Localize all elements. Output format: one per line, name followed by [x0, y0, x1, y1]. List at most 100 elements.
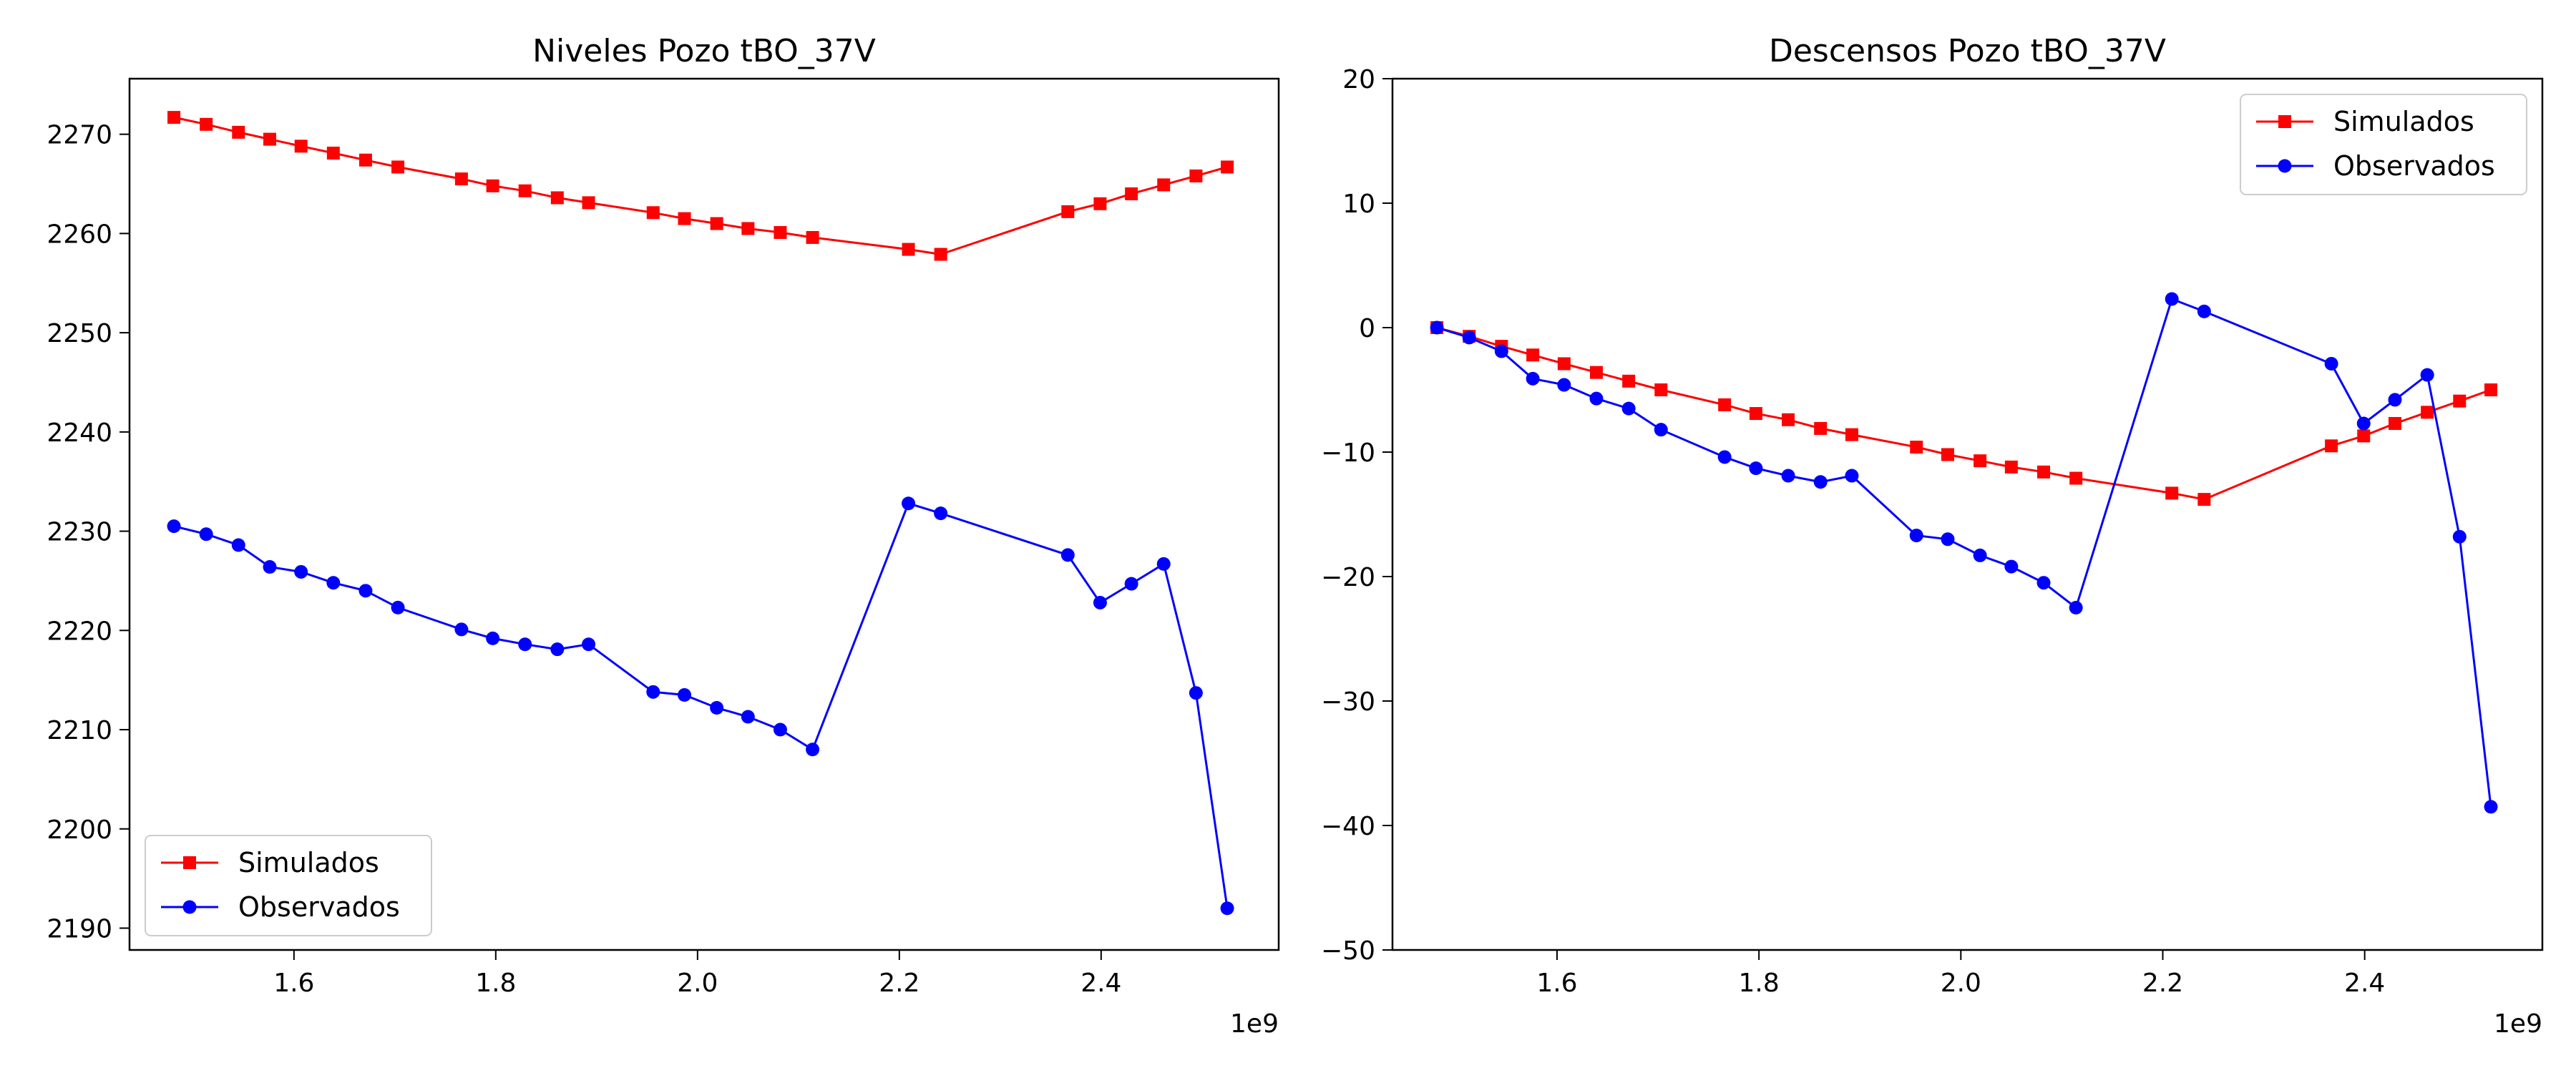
data-point	[486, 179, 499, 192]
data-point	[1221, 160, 1234, 174]
data-point	[806, 230, 819, 244]
y-tick-label: 2270	[47, 121, 112, 150]
data-point	[2389, 416, 2402, 430]
x-tick-label: 1.6	[1536, 969, 1577, 998]
data-point	[2325, 439, 2338, 453]
data-point	[1494, 344, 1508, 358]
y-tick-label: 0	[1359, 314, 1375, 343]
y-tick-label: 2230	[47, 518, 112, 547]
data-point	[2484, 800, 2498, 814]
data-point	[358, 584, 373, 598]
data-point	[1622, 374, 1636, 388]
data-point	[454, 172, 468, 186]
y-tick-label: −20	[1321, 563, 1375, 592]
legend-box	[2240, 94, 2527, 195]
y-tick-label: 2190	[47, 914, 112, 944]
x-tick-label: 2.2	[2142, 969, 2183, 998]
y-tick-label: 2250	[47, 319, 112, 348]
data-point	[806, 743, 820, 757]
data-point	[1845, 469, 1859, 483]
data-point	[2004, 559, 2019, 574]
legend-label: Observados	[238, 891, 400, 923]
data-point	[2036, 576, 2051, 590]
legend-item-simulados: Simulados	[161, 847, 379, 878]
data-point	[1910, 441, 1923, 454]
data-point	[1093, 197, 1107, 210]
data-point	[391, 160, 405, 174]
data-point	[2165, 486, 2179, 500]
y-tick-label: −50	[1321, 936, 1375, 966]
series-observados	[1430, 292, 2498, 814]
data-point	[902, 242, 915, 256]
x-offset-label: 1e9	[2494, 1009, 2542, 1039]
x-tick-label: 2.0	[1941, 969, 1981, 998]
data-point	[199, 527, 213, 542]
y-tick-label: 2210	[47, 716, 112, 745]
data-point	[1781, 469, 1795, 483]
legend-box	[145, 835, 432, 936]
y-tick-label: −40	[1321, 812, 1375, 841]
data-point	[774, 226, 787, 240]
y-tick-label: −30	[1321, 687, 1375, 717]
data-point	[200, 117, 213, 131]
data-point	[263, 132, 276, 146]
data-point	[1589, 366, 1603, 379]
data-point	[1557, 378, 1571, 392]
data-point	[1749, 461, 1763, 476]
y-tick-label: 20	[1342, 65, 1375, 94]
y-tick-label: 2220	[47, 617, 112, 646]
data-point	[2453, 394, 2467, 408]
data-point	[1557, 357, 1571, 371]
data-point	[1973, 548, 1987, 562]
data-point	[2037, 465, 2051, 479]
data-point	[1813, 475, 1828, 489]
legend-marker	[182, 900, 197, 914]
axes-frame	[128, 77, 1280, 951]
data-point	[934, 506, 948, 521]
data-point	[1814, 421, 1828, 435]
legend-item-observados: Observados	[2256, 150, 2495, 182]
data-point	[454, 622, 469, 637]
data-point	[646, 206, 660, 220]
data-point	[710, 701, 724, 715]
y-tick-label: −10	[1321, 438, 1375, 468]
data-point	[902, 496, 916, 511]
data-point	[1717, 450, 1732, 464]
data-point	[231, 538, 245, 552]
data-point	[1526, 348, 1540, 362]
data-point	[934, 248, 947, 261]
x-tick-label: 2.0	[677, 969, 718, 998]
data-point	[1189, 169, 1203, 182]
data-point	[1845, 428, 1858, 441]
data-point	[1220, 901, 1234, 916]
legend: Simulados Observados	[145, 835, 432, 936]
x-tick-label: 1.6	[273, 969, 314, 998]
data-point	[2069, 601, 2083, 614]
axes-frame	[1391, 77, 2544, 951]
data-point	[2420, 368, 2434, 382]
data-point	[358, 153, 372, 167]
data-point	[294, 139, 308, 153]
data-point	[741, 710, 755, 724]
data-point	[232, 125, 245, 139]
data-point	[1526, 371, 1540, 386]
data-point	[326, 576, 341, 590]
data-point	[2356, 416, 2371, 431]
legend-marker	[2278, 115, 2291, 128]
x-tick-label: 2.4	[2344, 969, 2385, 998]
data-point	[391, 600, 405, 614]
legend: Simulados Observados	[2240, 94, 2527, 195]
data-point	[1124, 577, 1138, 591]
chart-2: Descensos Pozo tBO_37V 1.6 1.8 2.0 2.2 2.4 1e9…	[1321, 33, 2544, 1039]
legend-marker	[183, 856, 196, 869]
y-tick-label: 2200	[47, 815, 112, 845]
data-point	[2452, 529, 2467, 544]
data-point	[550, 191, 564, 205]
data-point	[550, 642, 565, 657]
legend-label: Simulados	[2333, 106, 2474, 137]
data-point	[1189, 686, 1203, 700]
data-point	[1718, 398, 1732, 411]
data-point	[2069, 471, 2083, 485]
data-point	[1157, 178, 1171, 192]
